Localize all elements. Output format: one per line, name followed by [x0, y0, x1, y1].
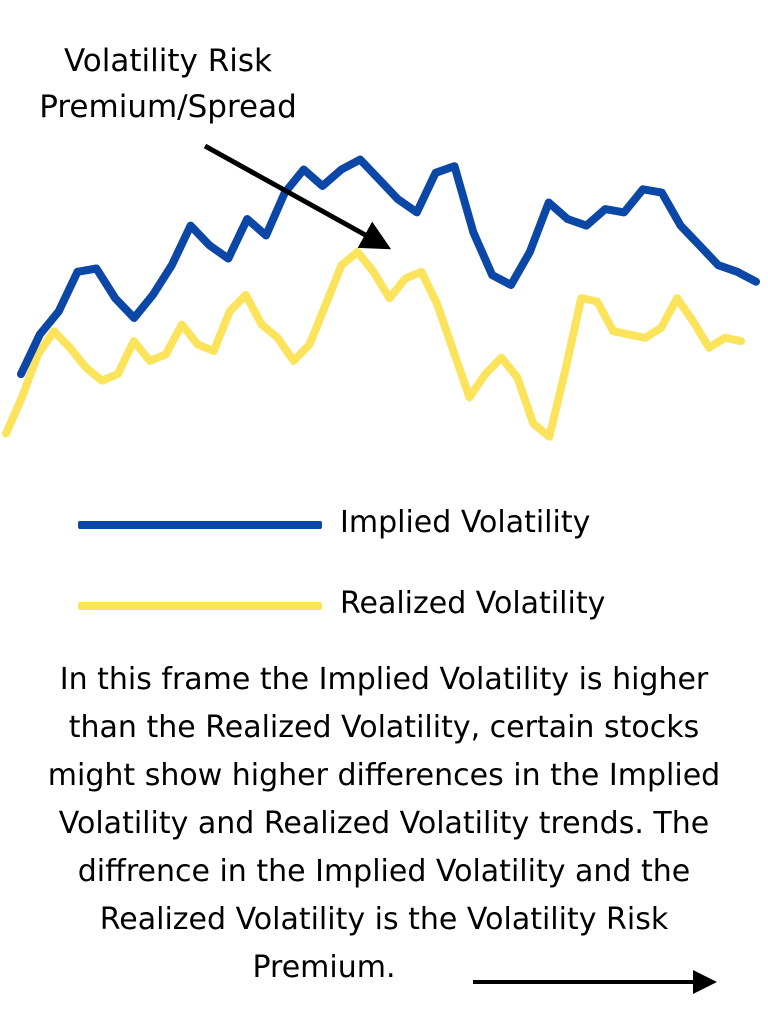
legend-realized-swatch	[78, 602, 322, 610]
caption-line-6: Realized Volatility is the Volatility Ri…	[99, 902, 669, 937]
annotation-line-1: Volatility Risk	[64, 43, 272, 79]
caption-line-1: In this frame the Implied Volatility is …	[59, 662, 709, 697]
caption-line-2: than the Realized Volatility, certain st…	[68, 710, 700, 745]
caption-line-5: diffrence in the Implied Volatility and …	[77, 854, 691, 889]
legend-implied-label: Implied Volatility	[340, 505, 591, 540]
caption-line-7: Premium.	[252, 950, 396, 985]
caption-line-3: might show higher differences in the Imp…	[47, 758, 721, 793]
implied-volatility-line	[17, 155, 760, 379]
annotation-arrow	[203, 143, 392, 250]
legend-implied-swatch	[78, 521, 322, 529]
annotation-line-2: Premium/Spread	[39, 89, 297, 125]
realized-volatility-line	[2, 248, 745, 441]
legend-realized-label: Realized Volatility	[340, 586, 606, 621]
annotation-label: Volatility Risk Premium/Spread	[18, 38, 318, 130]
caption-line-4: Volatility and Realized Volatility trend…	[58, 806, 710, 841]
caption-text: In this frame the Implied Volatility is …	[20, 656, 748, 992]
